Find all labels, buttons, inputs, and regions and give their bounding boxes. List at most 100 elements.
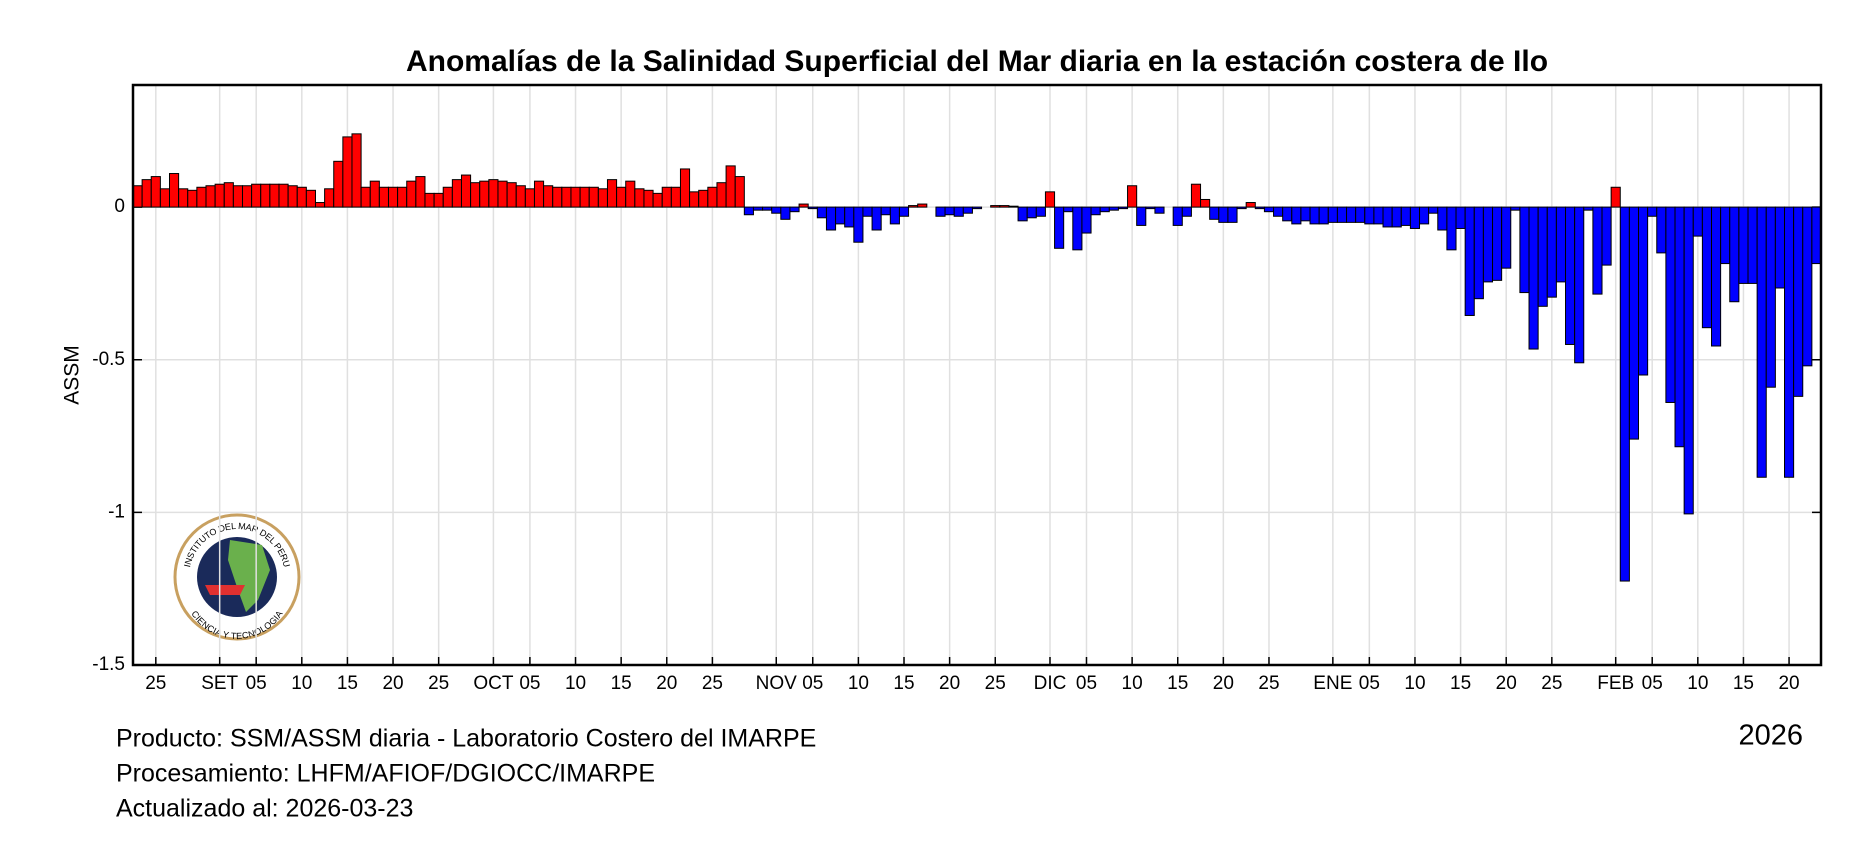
- bar: [132, 185, 143, 208]
- bar: [1218, 206, 1229, 223]
- x-tick-label: ENE: [1313, 673, 1352, 694]
- bar: [1537, 206, 1548, 307]
- bar: [369, 180, 380, 208]
- x-tick-label: 15: [611, 673, 632, 694]
- bar: [716, 182, 727, 208]
- bar: [1601, 206, 1612, 266]
- y-tick-label: -1: [108, 501, 125, 522]
- bar: [141, 179, 152, 208]
- logo: INSTITUTO DEL MAR DEL PERU CIENCIA Y TEC…: [173, 513, 301, 641]
- bar: [506, 182, 517, 208]
- bar: [1574, 206, 1585, 364]
- bar: [1172, 206, 1183, 226]
- bar: [743, 206, 754, 216]
- bar: [1090, 206, 1101, 216]
- bar: [734, 176, 745, 208]
- bar: [1774, 206, 1786, 289]
- bar: [1793, 206, 1804, 397]
- bar: [460, 174, 472, 208]
- x-tick-label: OCT: [473, 673, 514, 694]
- bar: [1592, 206, 1603, 295]
- bar: [579, 186, 590, 208]
- bar: [1035, 206, 1046, 217]
- x-tick-label: 05: [802, 673, 823, 694]
- footer-line: Producto: SSM/ASSM diaria - Laboratorio …: [116, 725, 816, 753]
- x-tick-label: 05: [519, 673, 540, 694]
- bar: [1811, 206, 1822, 265]
- bar: [880, 206, 891, 216]
- year-label: 2026: [1738, 720, 1803, 752]
- footer-line: Procesamiento: LHFM/AFIOF/DGIOCC/IMARPE: [116, 760, 655, 788]
- bar: [1227, 206, 1238, 223]
- bar: [1765, 206, 1776, 388]
- logo-map: [228, 540, 270, 612]
- bar: [251, 183, 262, 208]
- x-tick-label: 05: [246, 673, 267, 694]
- bar: [397, 186, 408, 208]
- bar: [1054, 206, 1065, 249]
- bar: [433, 192, 444, 208]
- bar: [606, 179, 618, 208]
- bar: [835, 206, 846, 225]
- bar: [1154, 206, 1165, 214]
- bar: [1692, 206, 1703, 237]
- bar: [1336, 206, 1348, 223]
- bar: [178, 188, 189, 208]
- y-tick-label: -1.5: [92, 654, 125, 675]
- bar: [853, 206, 864, 243]
- bar: [1309, 206, 1320, 225]
- bar: [625, 180, 636, 208]
- plot-area: 25 SET 05 10 15 20 25 OCT 05 10 15 20 25 NOV 05 10 15 20 2…: [92, 83, 1823, 694]
- bar: [1756, 206, 1767, 478]
- bar: [1528, 206, 1539, 350]
- bar: [1638, 206, 1649, 376]
- bar: [1437, 206, 1448, 231]
- bar: [1263, 206, 1275, 213]
- x-tick-label: 15: [1733, 673, 1754, 694]
- x-tick-label: FEB: [1597, 673, 1634, 694]
- bar: [1044, 191, 1056, 208]
- bar: [661, 186, 672, 208]
- bar: [1419, 206, 1430, 225]
- bar: [1546, 206, 1557, 298]
- bar: [296, 186, 307, 208]
- bar: [798, 203, 809, 208]
- bar: [1327, 206, 1338, 223]
- bar: [1382, 206, 1393, 228]
- bar: [707, 186, 718, 208]
- bar: [670, 186, 681, 208]
- footer-line: Actualizado al: 2026-03-23: [116, 795, 413, 823]
- logo-ship: [205, 585, 245, 595]
- bar: [1072, 206, 1083, 251]
- bar: [752, 206, 764, 211]
- bar: [1628, 206, 1640, 440]
- bar: [588, 186, 599, 208]
- bar: [1802, 206, 1813, 367]
- bar: [844, 206, 855, 228]
- bar: [1501, 206, 1512, 269]
- bar: [725, 165, 736, 208]
- bar: [1181, 206, 1192, 217]
- bar: [1136, 206, 1147, 226]
- bar: [223, 182, 234, 208]
- bar: [1063, 206, 1074, 213]
- bar: [205, 185, 216, 208]
- bar: [260, 183, 271, 208]
- bar: [953, 206, 964, 217]
- bar: [889, 206, 900, 225]
- bar: [187, 189, 198, 208]
- x-tick-label: 25: [702, 673, 723, 694]
- bar: [871, 206, 882, 231]
- bar: [333, 160, 344, 208]
- x-tick-label: 10: [1687, 673, 1708, 694]
- bar: [214, 183, 225, 208]
- bar: [1619, 206, 1630, 582]
- x-tick-label: 15: [1167, 673, 1188, 694]
- bar: [470, 182, 481, 208]
- bar: [1300, 206, 1311, 222]
- bar: [1346, 206, 1357, 223]
- bar: [324, 188, 335, 208]
- plot-frame: [131, 83, 1823, 667]
- bar: [1683, 206, 1694, 515]
- x-tick-label: DIC: [1034, 673, 1067, 694]
